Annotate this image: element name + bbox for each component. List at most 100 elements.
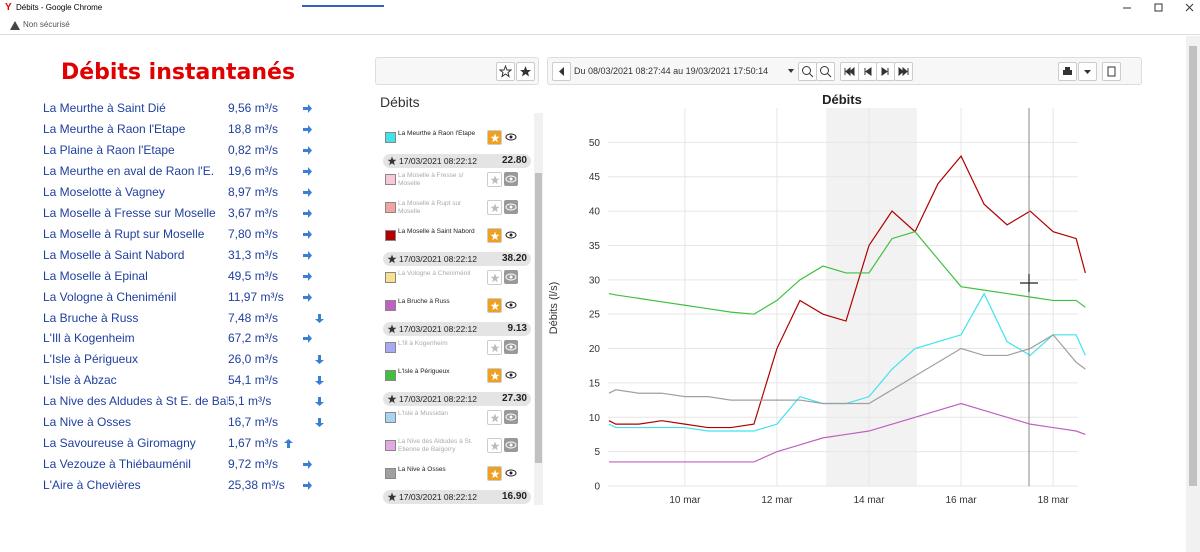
station-row: La Meurthe en aval de Raon l'E. 19,6 m³/s bbox=[43, 160, 323, 181]
legend-item[interactable]: La Moselle à Saint Nabord 17/03/2021 08:2… bbox=[383, 227, 531, 269]
eye-shape bbox=[505, 371, 517, 379]
legend-star[interactable] bbox=[487, 438, 502, 453]
legend-item[interactable]: La Meurthe à Raon l'Etape 17/03/2021 08:2… bbox=[383, 129, 531, 171]
legend-name: La Bruche à Russ bbox=[398, 298, 450, 305]
station-value: 9,72 m³/s bbox=[228, 454, 279, 475]
trend-arrow bbox=[284, 439, 293, 449]
arrow-shape bbox=[303, 104, 312, 113]
legend-star[interactable] bbox=[487, 270, 502, 285]
back-button[interactable] bbox=[858, 62, 877, 81]
arrow-shape bbox=[315, 355, 324, 365]
legend-item[interactable]: La Bruche à Russ 17/03/2021 08:22:12 9.13 bbox=[383, 297, 531, 339]
legend-swatch bbox=[385, 132, 396, 143]
eye-shape bbox=[505, 133, 517, 141]
y-axis-label: Débits (l/s) bbox=[548, 282, 560, 335]
arrow-shape bbox=[303, 460, 312, 470]
station-name: La Moselle à Rupt sur Moselle bbox=[43, 226, 205, 241]
eye-icon bbox=[505, 343, 517, 351]
legend-star[interactable] bbox=[487, 172, 502, 187]
window-controls[interactable] bbox=[1120, 0, 1200, 16]
star-icon bbox=[490, 301, 499, 310]
legend-star[interactable] bbox=[487, 130, 502, 145]
legend-star[interactable] bbox=[487, 410, 502, 425]
eye-shape bbox=[505, 343, 517, 351]
eye-pupil bbox=[509, 205, 513, 209]
legend-item[interactable]: La Moselle à Fresse s/ Moselle bbox=[383, 171, 531, 199]
legend-item[interactable]: L'Isle à Mussidan bbox=[383, 409, 531, 437]
legend-star[interactable] bbox=[487, 228, 502, 243]
station-name: La Vologne à Cheniménil bbox=[43, 289, 177, 304]
legend-star[interactable] bbox=[487, 200, 502, 215]
star-icon bbox=[490, 231, 499, 240]
legend-eye[interactable] bbox=[504, 340, 518, 354]
star-shape bbox=[490, 441, 499, 450]
legend-item[interactable]: L'Ill à Kogenheim bbox=[383, 339, 531, 367]
legend-eye[interactable] bbox=[504, 466, 518, 480]
station-value: 25,38 m³/s bbox=[228, 475, 285, 496]
legend-swatch bbox=[385, 342, 396, 353]
range-caret[interactable] bbox=[788, 69, 794, 73]
station-name: La Moselotte à Vagney bbox=[43, 184, 165, 199]
star-icon bbox=[387, 156, 397, 166]
station-row: L'Isle à Périgueux 26,0 m³/s bbox=[43, 349, 324, 370]
arrow-shape bbox=[284, 439, 293, 449]
last-button[interactable] bbox=[894, 62, 913, 81]
legend-item[interactable]: La Moselle à Rupt sur Moselle bbox=[383, 199, 531, 227]
legend-star[interactable] bbox=[487, 340, 502, 355]
legend-scroll-thumb[interactable] bbox=[535, 173, 542, 463]
legend-star[interactable] bbox=[487, 298, 502, 313]
legend-name: La Vologne à Cheniménil bbox=[398, 270, 471, 277]
station-row: La Vezouze à Thiébauménil 9,72 m³/s bbox=[43, 454, 323, 475]
arrow-shape bbox=[315, 418, 324, 428]
station-row: La Nive à Osses 16,7 m³/s bbox=[43, 412, 324, 433]
legend-eye[interactable] bbox=[504, 270, 518, 284]
legend-eye[interactable] bbox=[504, 438, 518, 452]
legend-date: 17/03/2021 08:22:12 bbox=[399, 492, 477, 502]
legend-item[interactable]: La Nive à Osses 17/03/2021 08:22:12 16.90 bbox=[383, 465, 531, 505]
window-title: Débits - Google Chrome bbox=[16, 3, 103, 12]
legend-eye[interactable] bbox=[504, 410, 518, 424]
legend-eye[interactable] bbox=[504, 200, 518, 214]
forward-button[interactable] bbox=[876, 62, 895, 81]
legend-eye[interactable] bbox=[504, 130, 518, 144]
legend-scrollbar[interactable] bbox=[534, 113, 543, 505]
legend-date-row: 17/03/2021 08:22:12 16.90 bbox=[383, 490, 531, 504]
star-filled-button[interactable] bbox=[516, 62, 535, 81]
export-button[interactable] bbox=[1102, 62, 1121, 81]
x-tick-label: 16 mar bbox=[946, 495, 978, 506]
star-icon bbox=[490, 273, 499, 282]
legend-star[interactable] bbox=[487, 466, 502, 481]
legend-item[interactable]: L'Isle à Périgueux 17/03/2021 08:22:12 27.… bbox=[383, 367, 531, 409]
station-name: L'Ill à Kogenheim bbox=[43, 331, 135, 346]
legend-swatch bbox=[385, 468, 396, 479]
print-button[interactable] bbox=[1058, 62, 1077, 81]
legend-eye[interactable] bbox=[504, 298, 518, 312]
star-shape bbox=[387, 324, 397, 334]
eye-pupil bbox=[509, 345, 513, 349]
scrollbar[interactable] bbox=[1186, 36, 1200, 552]
station-row: La Plaine à Raon l'Etape 0,82 m³/s bbox=[43, 139, 323, 160]
first-button[interactable] bbox=[840, 62, 859, 81]
print-menu[interactable] bbox=[1078, 62, 1097, 81]
legend-item[interactable]: La Vologne à Cheniménil bbox=[383, 269, 531, 297]
legend-eye[interactable] bbox=[504, 172, 518, 186]
station-value: 31,3 m³/s bbox=[228, 244, 279, 265]
address-bar[interactable]: Non sécurisé bbox=[0, 16, 1200, 35]
chart-toolbar: Du 08/03/2021 08:27:44 au 19/03/2021 17:… bbox=[547, 57, 1142, 85]
legend-star[interactable] bbox=[487, 368, 502, 383]
zoom-out[interactable] bbox=[798, 62, 817, 81]
arrow-shape bbox=[315, 397, 324, 407]
range-label[interactable]: Du 08/03/2021 08:27:44 au 19/03/2021 17:… bbox=[574, 66, 769, 76]
arrow-shape bbox=[303, 250, 312, 260]
eye-shape bbox=[505, 175, 517, 183]
trend-arrow bbox=[303, 187, 312, 197]
zoom-in[interactable] bbox=[816, 62, 835, 81]
star-button[interactable] bbox=[496, 62, 515, 81]
legend-eye[interactable] bbox=[504, 228, 518, 242]
station-value: 67,2 m³/s bbox=[228, 328, 279, 349]
legend-item[interactable]: La Nive des Aldudes à St. Etienne de Baï… bbox=[383, 437, 531, 465]
prev-button[interactable] bbox=[552, 62, 571, 81]
scroll-thumb[interactable] bbox=[1189, 46, 1197, 486]
left-title: Débits instantanés bbox=[60, 60, 296, 85]
legend-eye[interactable] bbox=[504, 368, 518, 382]
